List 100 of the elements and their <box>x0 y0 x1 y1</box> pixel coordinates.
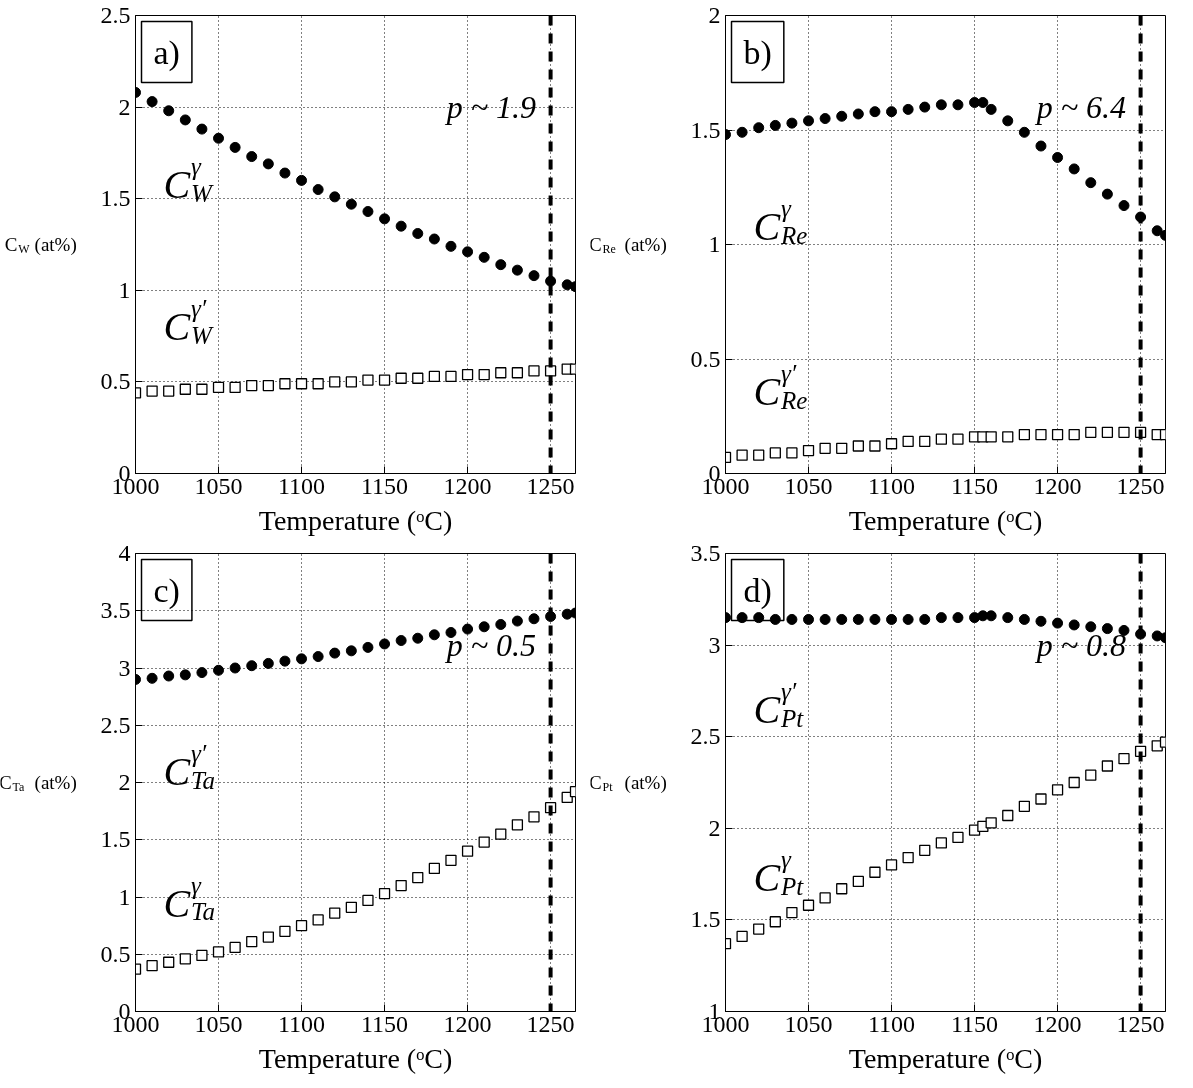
point <box>1002 431 1014 443</box>
point <box>1002 115 1014 127</box>
point <box>146 960 158 972</box>
point <box>1085 769 1097 781</box>
point <box>428 370 441 383</box>
x-tick-label: 1050 <box>784 1010 833 1037</box>
point <box>395 372 407 384</box>
point <box>753 449 765 461</box>
point <box>769 916 781 928</box>
point <box>1085 621 1097 633</box>
point <box>736 126 748 138</box>
x-tick-label: 1100 <box>867 1010 916 1037</box>
x-tick-label: 1050 <box>194 472 243 499</box>
point <box>295 919 308 932</box>
point <box>1101 623 1113 635</box>
point <box>819 442 831 454</box>
point <box>985 431 997 443</box>
point <box>345 645 357 657</box>
point <box>312 378 324 390</box>
y-tick-label: 2 <box>118 769 131 795</box>
point <box>736 449 748 461</box>
y-tick-label: 2 <box>118 93 131 120</box>
point <box>445 370 457 383</box>
point <box>495 259 507 271</box>
point <box>478 836 490 848</box>
point <box>229 381 241 394</box>
point <box>1052 617 1064 629</box>
point <box>802 444 815 457</box>
text: c) <box>153 571 180 610</box>
point <box>246 936 258 948</box>
x-tick-label: 1250 <box>526 472 575 499</box>
point <box>869 613 881 625</box>
point <box>952 99 964 111</box>
point <box>952 433 964 445</box>
point <box>296 174 308 186</box>
point <box>1018 428 1031 441</box>
point <box>819 892 831 904</box>
point <box>935 837 947 849</box>
point <box>428 233 440 245</box>
point <box>1018 800 1031 812</box>
point <box>362 206 374 218</box>
point <box>345 376 357 388</box>
point <box>462 246 474 258</box>
y-tick-label: 4 <box>118 540 131 566</box>
point <box>445 240 457 252</box>
point <box>445 854 457 867</box>
point <box>852 875 864 888</box>
x-tick-label: 1150 <box>951 472 999 499</box>
point <box>545 275 557 287</box>
point <box>819 613 831 625</box>
point <box>379 638 391 650</box>
point <box>461 368 474 381</box>
point <box>1101 760 1114 772</box>
point <box>786 613 798 625</box>
point <box>786 117 798 129</box>
point <box>495 367 507 379</box>
point <box>163 670 175 682</box>
point <box>312 184 324 196</box>
point <box>885 438 898 450</box>
y-tick-label: 1.5 <box>100 185 131 212</box>
point <box>952 612 964 624</box>
point <box>1018 613 1030 625</box>
point <box>179 953 191 965</box>
point <box>1118 624 1130 636</box>
point <box>1101 426 1114 438</box>
point <box>1151 225 1163 237</box>
point <box>229 141 241 153</box>
ref-line-label: p ~ 1.9 <box>444 89 537 126</box>
point <box>246 379 258 392</box>
text: a) <box>153 33 180 72</box>
point <box>511 264 523 276</box>
point <box>146 672 158 684</box>
point <box>1052 151 1064 163</box>
point <box>1068 428 1080 441</box>
point <box>786 447 798 459</box>
point <box>902 613 914 625</box>
x-axis-title: Temperature (ᵒC) <box>258 1042 453 1074</box>
point <box>428 629 440 641</box>
point <box>279 925 291 937</box>
point <box>511 819 524 831</box>
point <box>362 374 374 386</box>
point <box>212 946 225 958</box>
point <box>445 627 457 638</box>
point <box>1035 793 1047 805</box>
point <box>495 828 507 840</box>
point <box>212 381 225 394</box>
point <box>163 105 175 117</box>
x-tick-label: 1100 <box>867 472 916 499</box>
point <box>902 851 914 864</box>
point <box>1101 188 1113 200</box>
point <box>478 621 490 633</box>
point <box>902 435 914 448</box>
point <box>329 376 341 388</box>
point <box>1051 428 1064 441</box>
point <box>528 811 540 823</box>
point <box>869 106 881 118</box>
point <box>786 906 798 919</box>
point <box>902 103 914 115</box>
point <box>836 883 848 895</box>
point <box>919 435 931 448</box>
